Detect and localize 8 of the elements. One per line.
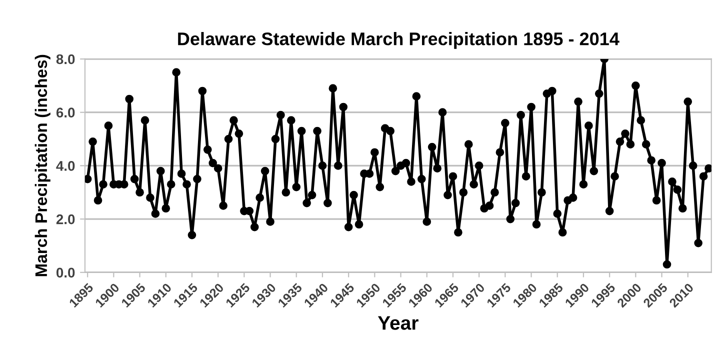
y-tick-label: 6.0	[56, 108, 75, 118]
y-tick-label: 4.0	[56, 161, 75, 171]
y-axis-title: March Precipitation (inches)	[34, 54, 50, 276]
y-tick-label: 0.0	[56, 268, 75, 278]
chart-title: Delaware Statewide March Precipitation 1895 - 2014	[178, 32, 620, 49]
y-tick-label: 2.0	[56, 214, 75, 224]
y-tick-label: 8.0	[56, 54, 75, 64]
x-axis-title: Year	[378, 316, 418, 330]
